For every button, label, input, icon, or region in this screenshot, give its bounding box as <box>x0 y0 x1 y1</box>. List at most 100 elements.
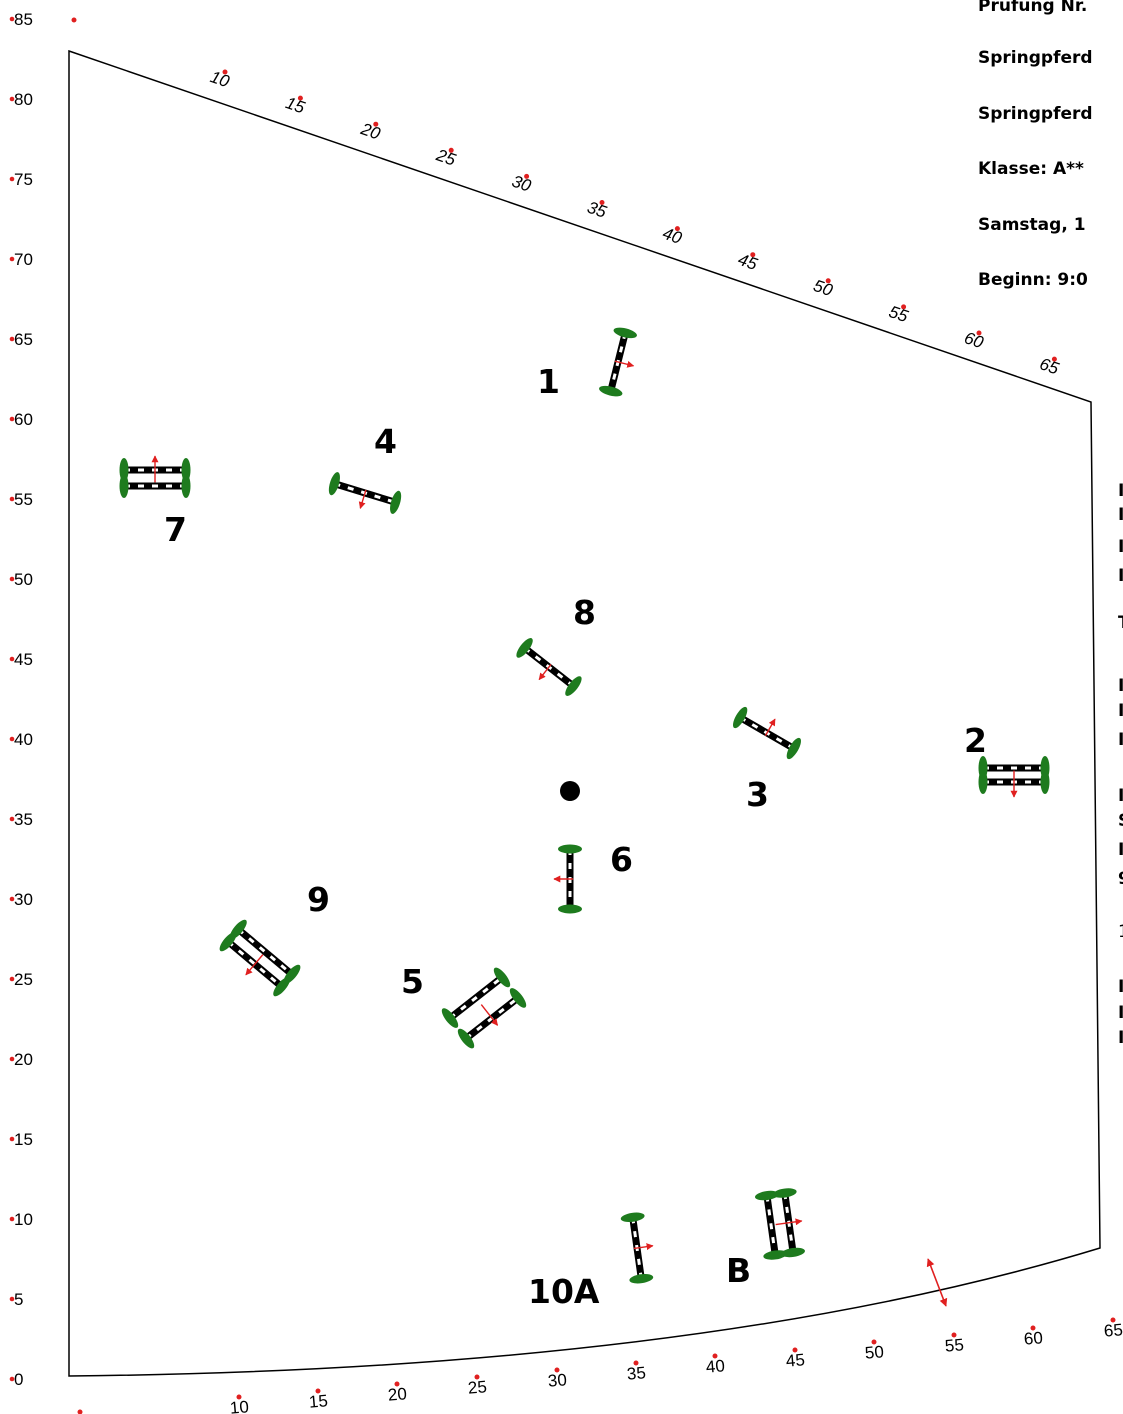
obstacle-number-3: 3 <box>746 775 769 814</box>
bottom-edge-ticks: 10 15 20 25 30 35 40 45 50 55 60 65 <box>229 1317 1123 1414</box>
left-axis-label: 60 <box>14 410 33 429</box>
left-axis-label: 55 <box>14 490 33 509</box>
side-fragment: I <box>1118 481 1123 501</box>
obstacle-number-9: 9 <box>307 880 330 919</box>
bottom-edge-dot <box>474 1374 480 1380</box>
top-edge-label: 55 <box>886 302 911 326</box>
left-axis-label: 5 <box>14 1290 23 1309</box>
left-axis-label: 40 <box>14 730 33 749</box>
bottom-edge-label: 25 <box>467 1377 488 1398</box>
top-edge-dot <box>901 304 907 310</box>
fences <box>119 327 1050 1284</box>
top-edge-label: 50 <box>811 276 836 300</box>
bottom-edge-label: 35 <box>626 1363 647 1384</box>
left-axis-label: 65 <box>14 330 33 349</box>
obstacle-number-1: 1 <box>537 362 560 401</box>
obstacle-number-4: 4 <box>374 422 397 461</box>
top-edge-dot <box>222 69 228 75</box>
top-edge-dot <box>373 121 379 127</box>
bottom-edge-label: 45 <box>785 1350 806 1371</box>
fence-5 <box>441 967 527 1049</box>
side-fragment: I <box>1118 676 1123 696</box>
top-edge-dot <box>1051 356 1057 362</box>
bottom-edge-dot <box>712 1353 718 1359</box>
fence-4 <box>328 472 402 514</box>
direction-arrow <box>926 1258 948 1307</box>
arena-outline <box>68 49 1101 1377</box>
left-axis-label: 50 <box>14 570 33 589</box>
side-fragment: 9 <box>1118 869 1123 889</box>
obstacle-number-6: 6 <box>610 840 633 879</box>
left-axis-label: 75 <box>14 170 33 189</box>
side-fragment: I <box>1118 977 1123 997</box>
axis-dot <box>9 416 15 422</box>
left-axis-label: 30 <box>14 890 33 909</box>
bottom-edge-label: 65 <box>1103 1320 1123 1341</box>
top-edge-label: 65 <box>1037 354 1062 378</box>
left-axis-label: 10 <box>14 1210 33 1229</box>
axis-dot <box>9 576 15 582</box>
axis-dot <box>9 256 15 262</box>
bottom-edge-dot <box>394 1381 400 1387</box>
obstacle-number-7: 7 <box>164 510 187 549</box>
corner-dot-bottom <box>77 1409 83 1414</box>
axis-dot <box>9 496 15 502</box>
bottom-edge-dot <box>792 1347 798 1353</box>
center-point <box>560 781 580 801</box>
top-edge-label: 15 <box>283 93 308 117</box>
fence-10a <box>620 1212 654 1284</box>
top-edge-dot <box>524 173 530 179</box>
bottom-edge-dot <box>1110 1317 1116 1323</box>
top-edge-dot <box>448 147 454 153</box>
fence-6 <box>553 844 582 914</box>
axis-dot <box>9 336 15 342</box>
left-axis-label: 45 <box>14 650 33 669</box>
top-edge-dot <box>825 278 831 284</box>
left-axis-label: 80 <box>14 90 33 109</box>
side-fragment: I <box>1118 505 1123 525</box>
bottom-edge-dot <box>951 1332 957 1338</box>
top-edge-label: 25 <box>433 145 459 170</box>
left-axis-label: 85 <box>14 10 33 29</box>
top-edge-dot <box>750 252 756 258</box>
fence-9 <box>219 919 301 997</box>
top-edge-dot <box>674 226 680 232</box>
side-fragment: S <box>1118 811 1123 831</box>
fence-1 <box>599 327 637 397</box>
left-axis-label: 20 <box>14 1050 33 1069</box>
axis-dot <box>9 96 15 102</box>
top-edge-label: 35 <box>585 198 610 222</box>
axis-dot <box>9 16 15 22</box>
fence-2 <box>978 756 1050 798</box>
obstacle-number-5: 5 <box>401 962 424 1001</box>
left-axis-label: 70 <box>14 250 33 269</box>
bottom-edge-dot <box>236 1394 242 1400</box>
fence-3 <box>732 706 802 760</box>
left-axis-label: 15 <box>14 1130 33 1149</box>
side-fragment: I <box>1118 786 1123 806</box>
left-axis-label: 35 <box>14 810 33 829</box>
fence-7 <box>119 455 191 498</box>
axis-dot <box>9 896 15 902</box>
axis-dot <box>9 1376 15 1382</box>
top-edge-label: 40 <box>660 224 685 248</box>
axis-dot <box>9 656 15 662</box>
bottom-edge-dot <box>554 1367 560 1373</box>
side-fragment: T <box>1118 613 1123 633</box>
axis-dot <box>9 1296 15 1302</box>
top-edge-dot <box>297 95 303 101</box>
top-edge-label: 30 <box>509 172 534 196</box>
axis-dot <box>9 736 15 742</box>
axis-dot <box>9 976 15 982</box>
fence-8 <box>516 638 582 696</box>
obstacle-number-2: 2 <box>964 721 987 760</box>
bottom-edge-label: 55 <box>944 1335 965 1356</box>
bottom-edge-dot <box>315 1388 321 1394</box>
bottom-edge-label: 10 <box>229 1397 250 1414</box>
bottom-edge-label: 50 <box>864 1342 885 1363</box>
left-axis-label: 0 <box>14 1370 23 1389</box>
top-edge-label: 45 <box>736 250 761 274</box>
left-axis-label: 25 <box>14 970 33 989</box>
